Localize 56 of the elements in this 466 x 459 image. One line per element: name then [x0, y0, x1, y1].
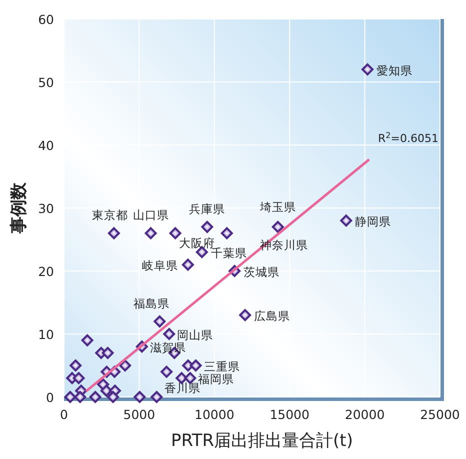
x-tick-label: 10000 — [194, 407, 234, 422]
x-tick-label: 15000 — [270, 407, 310, 422]
point — [163, 328, 176, 340]
x-tick-label: 5000 — [123, 407, 156, 422]
y-axis-title: 事例数 — [9, 182, 29, 234]
point — [81, 334, 94, 346]
annotation: 兵庫県 — [189, 202, 226, 216]
annotation: 山口県 — [132, 208, 169, 222]
y-tick-label: 50 — [38, 75, 54, 90]
annotation: 東京都 — [92, 208, 128, 222]
annotation: 香川県 — [164, 381, 201, 395]
point — [160, 366, 173, 378]
annotation: 広島県 — [254, 309, 290, 324]
annotation: 岐阜県 — [142, 258, 178, 273]
point — [201, 220, 214, 233]
point — [89, 391, 102, 403]
point — [190, 360, 202, 372]
point — [134, 391, 146, 403]
y-tick-label: 0 — [46, 390, 54, 405]
point — [100, 384, 112, 397]
point — [74, 391, 86, 403]
annotation: 静岡県 — [355, 214, 392, 229]
annotation: 茨城県 — [244, 265, 280, 279]
annotation: 埼玉県 — [258, 200, 296, 214]
point — [154, 315, 166, 328]
point — [220, 227, 233, 240]
annotation: R$^{2}$=0.6051 — [378, 130, 438, 145]
annotation: 滋賀県 — [150, 340, 186, 355]
point — [70, 360, 82, 372]
y-tick-label: 40 — [38, 138, 54, 153]
annotation: 岡山県 — [177, 328, 214, 342]
y-tick-label: 10 — [38, 327, 54, 342]
y-tick-label: 30 — [38, 201, 54, 216]
x-tick-label: 20000 — [344, 407, 385, 422]
point — [150, 391, 163, 403]
annotation: 福島県 — [134, 296, 170, 310]
point — [108, 227, 120, 240]
y-tick-label: 20 — [38, 264, 54, 279]
point — [72, 372, 85, 384]
point — [64, 391, 76, 403]
point — [169, 227, 182, 240]
annotation: 愛知県 — [376, 63, 413, 78]
point — [182, 258, 194, 271]
point — [107, 391, 120, 403]
point — [144, 227, 157, 240]
point — [239, 309, 252, 322]
x-tick-label: 25000 — [420, 407, 460, 422]
y-tick-label: 60 — [38, 12, 54, 27]
point — [272, 220, 284, 233]
x-axis-title: PRTR届出排出量合計(t) — [171, 431, 353, 451]
annotation: 福岡県 — [198, 372, 234, 386]
point — [362, 63, 374, 76]
point — [102, 346, 114, 359]
x-tick-label: 0 — [60, 407, 68, 422]
point — [340, 214, 352, 227]
annotation: 三重県 — [204, 360, 240, 374]
